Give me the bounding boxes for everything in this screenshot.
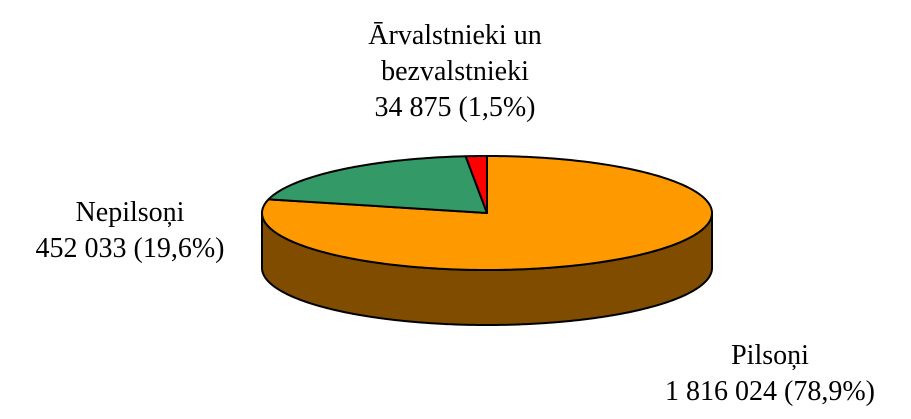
value-label: 34 875 (1,5%) <box>374 92 536 123</box>
slice-label: Nepilsoņi 452 033 (19,6%) <box>0 195 260 267</box>
category-name: Nepilsoņi <box>75 197 185 228</box>
category-name: Ārvalstnieki un bezvalstnieki <box>368 20 542 87</box>
value-label: 1 816 024 (78,9%) <box>665 376 875 407</box>
pie-slice <box>267 155 488 214</box>
pie-slice <box>464 155 488 214</box>
slice-label: Ārvalstnieki un bezvalstnieki 34 875 (1,5… <box>320 18 590 126</box>
slice-label: Pilsoņi 1 816 024 (78,9%) <box>620 338 911 410</box>
pie-slice <box>261 155 713 271</box>
value-label: 452 033 (19,6%) <box>35 233 225 264</box>
category-name: Pilsoņi <box>731 340 809 371</box>
